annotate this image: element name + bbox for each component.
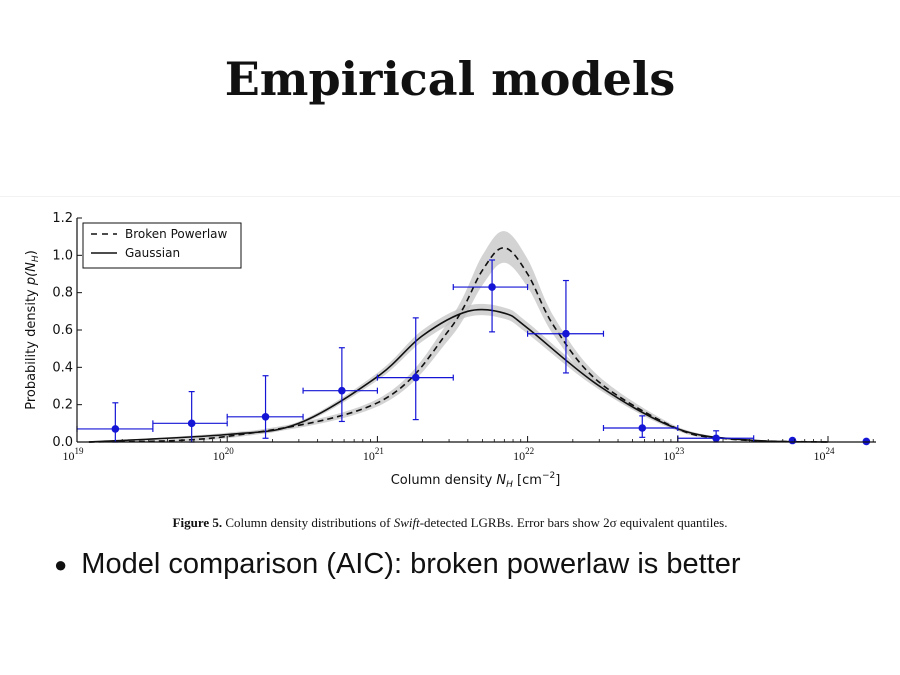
- data-points: [76, 259, 871, 446]
- y-tick-label: 0.0: [52, 435, 73, 450]
- y-tick-label: 0.4: [52, 360, 73, 375]
- y-tick-label: 1.0: [52, 248, 73, 263]
- bullet-dot-icon: ●: [54, 551, 68, 577]
- data-point-7: [602, 415, 679, 438]
- y-tick-label: 1.2: [52, 211, 73, 226]
- point-marker: [261, 413, 270, 421]
- series-line-1: [88, 308, 829, 443]
- x-tick-label: 1024: [814, 446, 836, 463]
- figure-panel: 0.0 0.2 0.4 0.6 0.8 1.0 1.2 1019 1020 1021 1022 102…: [0, 196, 900, 541]
- x-tick-label: 1020: [213, 446, 235, 463]
- point-marker: [562, 329, 570, 338]
- data-point-6: [526, 279, 605, 374]
- legend-label-0: Broken Powerlaw: [125, 227, 228, 241]
- legend: Broken Powerlaw Gaussian: [82, 222, 242, 269]
- caption-italic: Swift: [393, 515, 420, 530]
- point-marker: [411, 373, 420, 382]
- x-tick-label: 1023: [663, 446, 685, 463]
- point-marker: [488, 283, 496, 291]
- point-marker: [187, 419, 196, 428]
- y-tick-label: 0.6: [52, 323, 73, 338]
- x-tick-label: 1022: [513, 446, 534, 463]
- axes: 0.0 0.2 0.4 0.6 0.8 1.0 1.2 1019 1020 1021 1022 102…: [24, 211, 876, 490]
- x-axis-label: Column density NH [cm−2]: [391, 471, 561, 490]
- y-axis-label: Probability density p(NH): [24, 250, 41, 410]
- data-point-4: [376, 317, 454, 421]
- y-tick-label: 0.2: [52, 398, 73, 413]
- figure-caption: Figure 5. Column density distributions o…: [0, 515, 900, 531]
- data-point-2: [226, 375, 304, 439]
- bullet-text: Model comparison (AIC): broken powerlaw …: [81, 548, 741, 580]
- point-marker: [712, 434, 720, 443]
- legend-box: [82, 222, 242, 269]
- x-tick-label: 1021: [363, 446, 384, 463]
- caption-text-post: -detected LGRBs. Error bars show 2σ equi…: [419, 515, 728, 530]
- y-tick-label: 0.8: [52, 286, 73, 301]
- data-point-0: [76, 402, 154, 443]
- caption-label: Figure 5.: [172, 515, 223, 530]
- point-marker: [638, 424, 647, 432]
- point-marker: [111, 425, 120, 433]
- slide-title: Empirical models: [224, 52, 676, 106]
- data-point-3: [302, 347, 378, 423]
- point-marker: [338, 386, 346, 395]
- bullet-item: ● Model comparison (AIC): broken powerla…: [54, 548, 741, 581]
- x-tick-label: 1019: [63, 446, 85, 463]
- legend-label-1: Gaussian: [125, 246, 180, 260]
- density-chart: 0.0 0.2 0.4 0.6 0.8 1.0 1.2 1019 1020 1021 1022 102…: [24, 211, 876, 490]
- model-lines: [88, 247, 829, 443]
- series-line-0: [88, 247, 829, 443]
- point-marker: [788, 436, 797, 445]
- caption-text-pre: Column density distributions of: [222, 515, 394, 530]
- data-point-5: [452, 259, 529, 333]
- data-point-9: [788, 436, 797, 445]
